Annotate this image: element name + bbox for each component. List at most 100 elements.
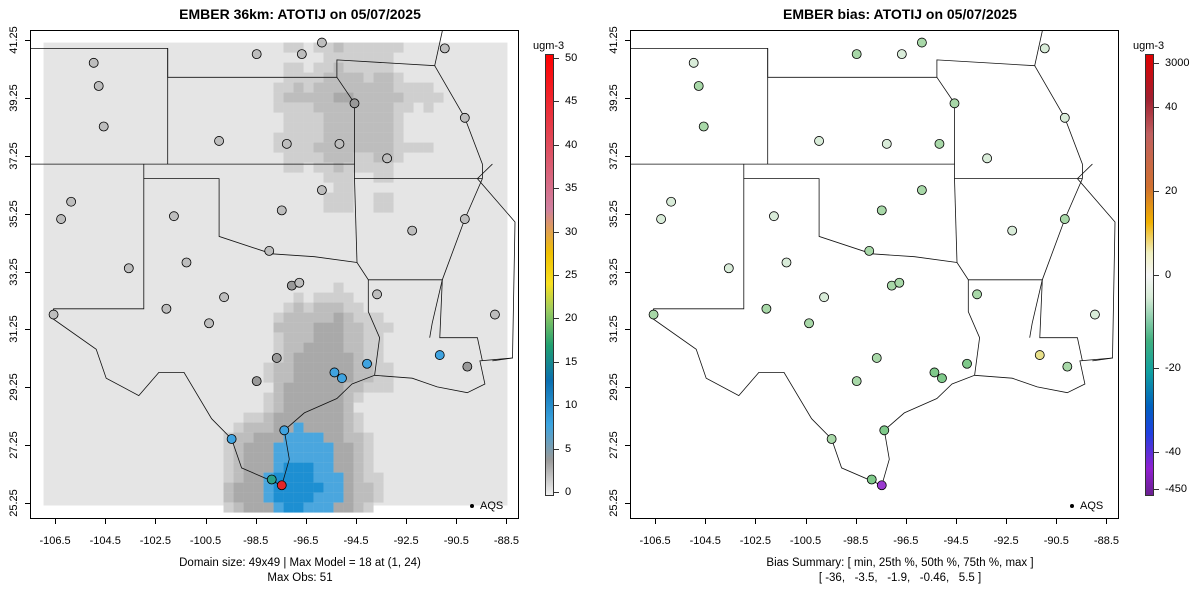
model-grid-cell bbox=[263, 422, 274, 433]
model-grid-cell bbox=[343, 82, 354, 93]
aqs-site-marker bbox=[251, 49, 262, 60]
coastline bbox=[50, 317, 513, 486]
y-tick-label: 37.25 bbox=[8, 142, 20, 170]
model-grid-cell bbox=[313, 372, 324, 383]
aqs-site-marker bbox=[98, 121, 109, 132]
model-grid-cell bbox=[313, 152, 324, 163]
model-grid-cell bbox=[303, 142, 314, 153]
model-grid-cell bbox=[313, 412, 324, 423]
colorbar-tick-mark bbox=[554, 492, 559, 493]
colorbar-tick-mark bbox=[1154, 451, 1159, 453]
model-grid-cell bbox=[303, 102, 314, 113]
model-grid-cell bbox=[283, 442, 294, 453]
x-tick-label: -90.5 bbox=[1043, 535, 1069, 547]
model-grid-cell bbox=[283, 492, 294, 503]
model-grid-cell bbox=[403, 102, 414, 113]
model-grid-cell bbox=[373, 362, 384, 373]
aqs-site-marker bbox=[934, 138, 945, 149]
model-grid-cell bbox=[343, 332, 354, 343]
model-grid-cell bbox=[223, 502, 234, 513]
aqs-site-marker bbox=[316, 37, 327, 48]
model-grid-cell bbox=[313, 142, 324, 153]
model-grid-cell bbox=[293, 472, 304, 483]
model-grid-cell bbox=[333, 302, 344, 313]
model-grid-cell bbox=[283, 342, 294, 353]
model-grid-cell bbox=[323, 472, 334, 483]
aqs-site-marker bbox=[814, 136, 824, 146]
x-tick-label: -106.5 bbox=[639, 535, 671, 547]
aqs-site-marker bbox=[204, 318, 214, 329]
model-grid-cell bbox=[313, 352, 324, 363]
model-grid-cell bbox=[283, 122, 294, 133]
aqs-site-marker bbox=[693, 81, 704, 91]
model-grid-cell bbox=[323, 382, 334, 393]
model-grid-cell bbox=[293, 502, 304, 513]
model-grid-cell bbox=[223, 472, 234, 483]
colorbar-tick-mark bbox=[1154, 367, 1159, 369]
x-tick-mark bbox=[155, 519, 157, 524]
model-grid-cell bbox=[323, 412, 334, 423]
aqs-site-marker bbox=[819, 292, 829, 303]
model-grid-cell bbox=[283, 482, 294, 493]
x-tick-label: -92.5 bbox=[393, 535, 419, 547]
state-boundary bbox=[1029, 178, 1083, 338]
aqs-site-marker bbox=[761, 303, 772, 314]
model-grid-cell bbox=[343, 402, 354, 413]
model-grid-cell bbox=[273, 362, 284, 373]
y-tick-mark bbox=[625, 155, 630, 157]
x-tick-mark bbox=[105, 519, 107, 524]
model-grid-cell bbox=[253, 432, 264, 443]
model-grid-cell bbox=[313, 82, 324, 93]
colorbar-tick-mark bbox=[554, 318, 559, 320]
colorbar-tick-label: 5 bbox=[565, 442, 572, 455]
model-grid-cell bbox=[323, 432, 334, 443]
coastline bbox=[650, 317, 1113, 486]
aqs-site-marker bbox=[949, 98, 960, 109]
y-tick-label: 41.25 bbox=[8, 26, 20, 54]
y-tick-label: 37.25 bbox=[608, 142, 620, 170]
model-grid-cell bbox=[293, 132, 304, 143]
model-grid-cell bbox=[263, 412, 274, 423]
model-grid-cell bbox=[263, 372, 274, 383]
model-grid-cell bbox=[383, 82, 394, 93]
aqs-site-marker bbox=[349, 98, 360, 109]
model-grid-cell bbox=[323, 312, 334, 323]
model-grid-cell bbox=[343, 132, 354, 143]
x-tick-label: -90.5 bbox=[443, 535, 469, 547]
colorbar-tick-label: 3000 bbox=[1165, 56, 1190, 69]
x-tick-label: -102.5 bbox=[139, 535, 171, 547]
model-grid-cell bbox=[243, 472, 254, 483]
state-boundary bbox=[354, 178, 358, 263]
model-grid-cell bbox=[313, 452, 324, 463]
model-grid-cell bbox=[313, 92, 324, 103]
model-grid-cell bbox=[313, 342, 324, 353]
model-grid-cell bbox=[363, 502, 374, 513]
model-grid-cell bbox=[343, 492, 354, 503]
model-grid-cell bbox=[283, 452, 294, 463]
aqs-site-marker bbox=[894, 277, 905, 288]
x-tick-label: -96.5 bbox=[893, 535, 919, 547]
model-grid-cell bbox=[243, 442, 254, 453]
state-boundary bbox=[167, 163, 483, 179]
model-grid-cell bbox=[333, 92, 344, 103]
x-tick-label: -100.5 bbox=[189, 535, 222, 547]
model-grid-cell bbox=[243, 452, 254, 463]
aqs-site-marker bbox=[372, 289, 382, 300]
model-grid-cell bbox=[353, 392, 364, 403]
y-tick-label: 39.25 bbox=[8, 84, 20, 112]
model-grid-cell bbox=[373, 42, 384, 53]
state-boundary bbox=[429, 178, 483, 338]
x-tick-mark bbox=[805, 519, 807, 524]
model-grid-cell bbox=[253, 452, 264, 463]
model-grid-cell bbox=[283, 332, 294, 343]
y-tick-mark bbox=[25, 155, 30, 157]
model-grid-cell bbox=[343, 442, 354, 453]
model-grid-cell bbox=[313, 62, 324, 73]
model-grid-cell bbox=[303, 82, 314, 93]
model-grid-cell bbox=[303, 112, 314, 123]
model-grid-cell bbox=[363, 462, 374, 473]
aqs-site-marker bbox=[294, 277, 305, 288]
model-grid-cell bbox=[323, 162, 334, 173]
model-grid-cell bbox=[363, 352, 374, 363]
model-grid-cell bbox=[243, 462, 254, 473]
